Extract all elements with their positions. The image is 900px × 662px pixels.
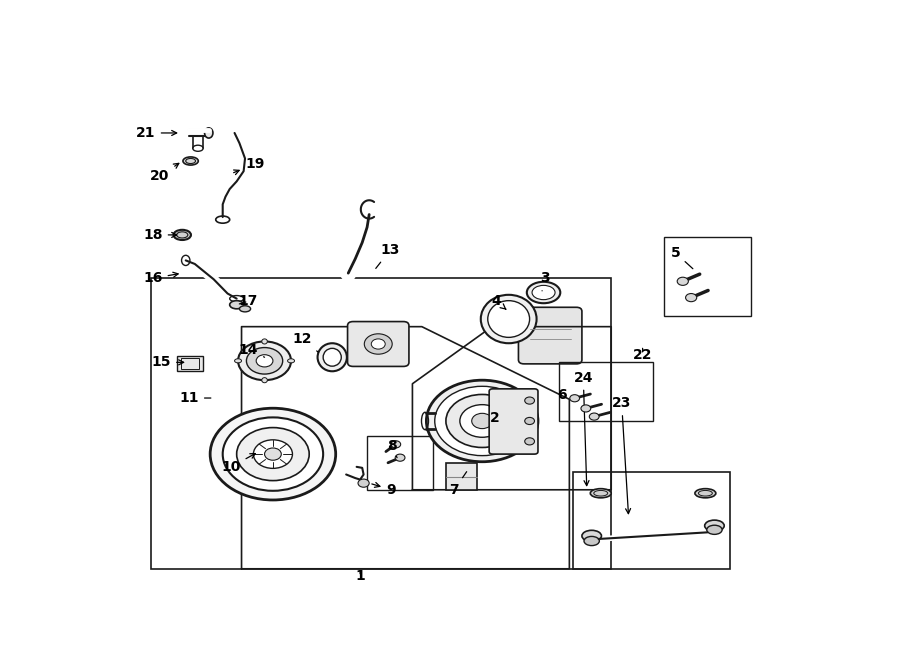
- Ellipse shape: [235, 359, 241, 363]
- Circle shape: [472, 413, 492, 428]
- Circle shape: [222, 418, 323, 491]
- Circle shape: [427, 380, 538, 462]
- Ellipse shape: [481, 295, 536, 343]
- Circle shape: [238, 342, 291, 380]
- FancyBboxPatch shape: [518, 307, 582, 364]
- Circle shape: [435, 387, 529, 455]
- Circle shape: [211, 408, 336, 500]
- Bar: [367, 436, 434, 490]
- Circle shape: [256, 355, 273, 367]
- Text: 14: 14: [238, 343, 265, 357]
- Ellipse shape: [230, 301, 244, 308]
- Text: 22: 22: [633, 348, 652, 361]
- Circle shape: [677, 277, 688, 285]
- Text: 7: 7: [449, 472, 467, 496]
- Ellipse shape: [183, 157, 198, 165]
- Text: 1: 1: [356, 569, 365, 583]
- Ellipse shape: [174, 230, 191, 240]
- Text: 24: 24: [573, 371, 593, 486]
- Text: 6: 6: [558, 389, 577, 402]
- Text: 13: 13: [376, 243, 400, 268]
- Text: 12: 12: [292, 332, 319, 352]
- Text: 23: 23: [612, 396, 632, 514]
- Text: 5: 5: [670, 246, 693, 269]
- Circle shape: [247, 348, 283, 374]
- Circle shape: [525, 418, 535, 424]
- Ellipse shape: [582, 530, 601, 542]
- Ellipse shape: [590, 489, 611, 498]
- Circle shape: [391, 441, 401, 448]
- FancyBboxPatch shape: [347, 322, 409, 367]
- Ellipse shape: [526, 282, 561, 303]
- Ellipse shape: [695, 489, 716, 498]
- Ellipse shape: [323, 348, 341, 366]
- Text: 21: 21: [136, 126, 176, 140]
- Circle shape: [525, 397, 535, 404]
- Text: 19: 19: [234, 156, 266, 175]
- Text: 10: 10: [221, 453, 256, 474]
- Ellipse shape: [262, 377, 267, 383]
- Text: 20: 20: [150, 164, 179, 183]
- Ellipse shape: [584, 536, 599, 545]
- Circle shape: [364, 334, 392, 354]
- Circle shape: [395, 454, 405, 461]
- Text: 11: 11: [179, 391, 211, 405]
- Bar: [176, 355, 203, 371]
- Text: 15: 15: [151, 355, 184, 369]
- Circle shape: [446, 395, 518, 448]
- Ellipse shape: [288, 359, 294, 363]
- Ellipse shape: [239, 306, 250, 312]
- Circle shape: [254, 440, 292, 469]
- Text: 3: 3: [540, 271, 550, 291]
- Bar: [446, 463, 477, 490]
- Ellipse shape: [532, 285, 555, 300]
- Text: 2: 2: [490, 406, 500, 426]
- Circle shape: [265, 448, 282, 460]
- Circle shape: [580, 405, 590, 412]
- Circle shape: [460, 404, 505, 438]
- Circle shape: [686, 293, 697, 302]
- Text: 16: 16: [143, 271, 178, 285]
- Circle shape: [525, 438, 535, 445]
- Text: 8: 8: [387, 440, 397, 457]
- Text: 17: 17: [238, 294, 258, 308]
- Ellipse shape: [706, 525, 722, 534]
- Ellipse shape: [318, 343, 346, 371]
- Ellipse shape: [705, 520, 725, 532]
- Circle shape: [590, 413, 599, 420]
- FancyBboxPatch shape: [490, 389, 538, 454]
- Bar: [663, 238, 751, 316]
- Ellipse shape: [204, 128, 213, 138]
- Text: 4: 4: [491, 294, 506, 309]
- Circle shape: [237, 428, 310, 481]
- Ellipse shape: [262, 339, 267, 344]
- Text: 9: 9: [372, 483, 396, 496]
- Ellipse shape: [488, 301, 529, 338]
- Circle shape: [372, 339, 385, 349]
- Bar: [559, 362, 653, 421]
- Circle shape: [570, 395, 580, 402]
- Circle shape: [358, 479, 369, 487]
- Text: 18: 18: [143, 228, 176, 242]
- Bar: [151, 278, 611, 569]
- Bar: [573, 472, 730, 569]
- Bar: [181, 357, 199, 369]
